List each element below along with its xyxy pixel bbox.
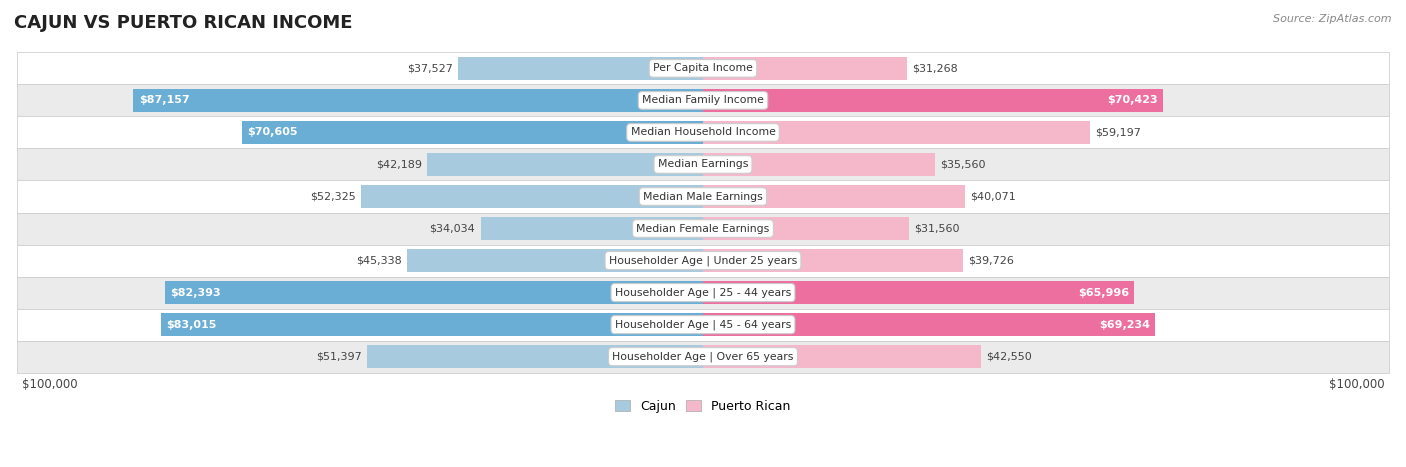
Bar xyxy=(17,85,1389,116)
Bar xyxy=(703,281,1135,304)
Bar xyxy=(17,309,1389,340)
Bar xyxy=(165,281,703,304)
Bar xyxy=(703,313,1156,336)
Text: $59,197: $59,197 xyxy=(1095,127,1140,137)
Text: $42,550: $42,550 xyxy=(986,352,1032,361)
Bar xyxy=(17,212,1389,245)
Bar xyxy=(703,345,981,368)
Bar xyxy=(134,89,703,112)
Text: $87,157: $87,157 xyxy=(139,95,190,106)
Bar xyxy=(427,153,703,176)
Bar xyxy=(361,185,703,208)
Legend: Cajun, Puerto Rican: Cajun, Puerto Rican xyxy=(610,395,796,417)
Bar xyxy=(458,57,703,80)
Text: $70,423: $70,423 xyxy=(1108,95,1159,106)
Bar xyxy=(703,89,1163,112)
Text: Householder Age | 45 - 64 years: Householder Age | 45 - 64 years xyxy=(614,319,792,330)
Bar xyxy=(703,57,907,80)
Text: Per Capita Income: Per Capita Income xyxy=(652,64,754,73)
Text: $69,234: $69,234 xyxy=(1099,319,1150,330)
Text: $83,015: $83,015 xyxy=(166,319,217,330)
Bar xyxy=(17,52,1389,85)
Text: Median Male Earnings: Median Male Earnings xyxy=(643,191,763,202)
Text: Median Household Income: Median Household Income xyxy=(630,127,776,137)
Bar xyxy=(17,245,1389,276)
Text: $52,325: $52,325 xyxy=(311,191,356,202)
Text: $70,605: $70,605 xyxy=(247,127,297,137)
Bar xyxy=(703,121,1090,144)
Text: $34,034: $34,034 xyxy=(430,224,475,234)
Text: CAJUN VS PUERTO RICAN INCOME: CAJUN VS PUERTO RICAN INCOME xyxy=(14,14,353,32)
Text: $51,397: $51,397 xyxy=(316,352,361,361)
Bar xyxy=(481,217,703,240)
Bar xyxy=(703,217,910,240)
Bar xyxy=(367,345,703,368)
Text: $82,393: $82,393 xyxy=(170,288,221,297)
Bar xyxy=(703,249,963,272)
Text: $42,189: $42,189 xyxy=(375,159,422,170)
Bar xyxy=(17,116,1389,149)
Text: Householder Age | Over 65 years: Householder Age | Over 65 years xyxy=(612,352,794,362)
Bar xyxy=(17,149,1389,180)
Bar xyxy=(703,185,965,208)
Text: Median Female Earnings: Median Female Earnings xyxy=(637,224,769,234)
Bar xyxy=(242,121,703,144)
Text: $37,527: $37,527 xyxy=(406,64,453,73)
Bar xyxy=(17,340,1389,373)
Text: Householder Age | 25 - 44 years: Householder Age | 25 - 44 years xyxy=(614,287,792,298)
Bar xyxy=(160,313,703,336)
Bar xyxy=(17,180,1389,212)
Text: Householder Age | Under 25 years: Householder Age | Under 25 years xyxy=(609,255,797,266)
Bar xyxy=(703,153,935,176)
Text: $65,996: $65,996 xyxy=(1078,288,1129,297)
Text: $35,560: $35,560 xyxy=(941,159,986,170)
Text: $31,268: $31,268 xyxy=(912,64,959,73)
Text: $45,338: $45,338 xyxy=(356,255,402,266)
Text: $40,071: $40,071 xyxy=(970,191,1015,202)
Text: Source: ZipAtlas.com: Source: ZipAtlas.com xyxy=(1274,14,1392,24)
Text: Median Earnings: Median Earnings xyxy=(658,159,748,170)
Text: Median Family Income: Median Family Income xyxy=(643,95,763,106)
Bar xyxy=(17,276,1389,309)
Bar xyxy=(406,249,703,272)
Text: $39,726: $39,726 xyxy=(967,255,1014,266)
Text: $31,560: $31,560 xyxy=(914,224,960,234)
